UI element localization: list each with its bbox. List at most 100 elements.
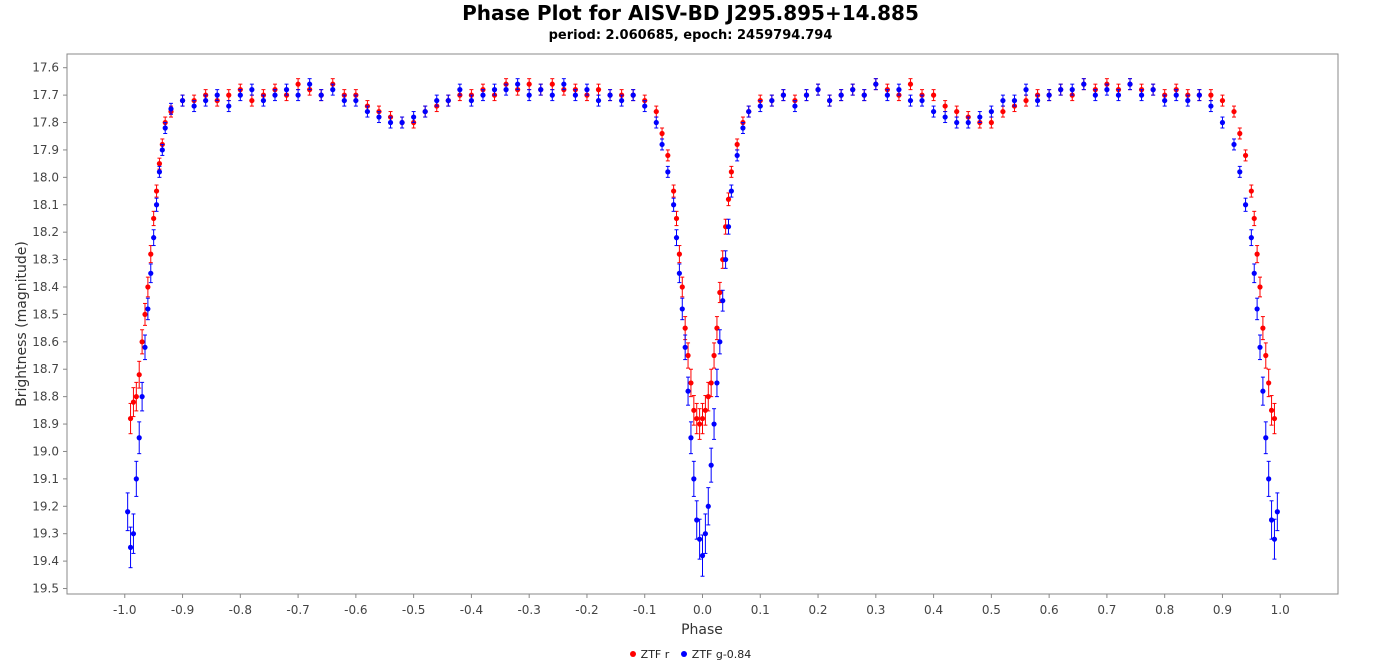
y-tick-label: 18.3	[32, 253, 59, 267]
data-point	[127, 544, 134, 551]
data-point	[746, 108, 752, 115]
y-tick-label: 19.5	[32, 582, 59, 596]
data-point	[133, 476, 139, 482]
data-point	[249, 97, 255, 104]
data-point	[1023, 87, 1029, 93]
data-point	[728, 188, 734, 194]
data-point	[705, 394, 711, 400]
x-tick-label: 1.0	[1271, 603, 1290, 617]
x-tick-label: 0.5	[982, 603, 1001, 617]
x-tick-label: 0.6	[1040, 603, 1059, 617]
data-point	[148, 270, 154, 276]
data-point	[630, 92, 636, 98]
data-point	[468, 97, 475, 104]
data-point	[977, 114, 983, 120]
data-point	[708, 462, 714, 468]
x-tick-label: 0.2	[808, 603, 827, 617]
data-point	[549, 81, 555, 87]
data-point	[728, 169, 734, 175]
data-point	[720, 298, 726, 304]
data-point	[673, 235, 680, 241]
y-tick-label: 19.1	[32, 472, 59, 486]
data-point	[145, 284, 151, 290]
data-point	[1242, 202, 1249, 208]
data-point	[130, 531, 137, 537]
data-point	[697, 536, 703, 542]
legend-marker-ztf-r	[629, 651, 636, 657]
x-axis-label: Phase	[681, 622, 723, 638]
y-tick-label: 18.7	[32, 362, 59, 376]
data-point	[145, 306, 151, 312]
data-point	[1257, 344, 1263, 350]
data-point	[1127, 81, 1133, 87]
data-point	[702, 531, 708, 537]
data-point	[125, 509, 131, 515]
y-tick-label: 18.2	[32, 225, 59, 239]
data-point	[364, 108, 371, 115]
data-point	[1263, 435, 1269, 441]
data-point	[1162, 97, 1168, 104]
data-point	[1104, 87, 1110, 93]
data-point	[676, 251, 682, 257]
data-point	[153, 202, 160, 208]
legend-marker-ztf-g	[680, 651, 687, 657]
data-point	[295, 81, 301, 87]
data-point	[226, 92, 232, 98]
data-point	[734, 152, 740, 159]
data-point	[1266, 476, 1272, 482]
series-layer	[125, 78, 1280, 577]
y-tick-label: 17.8	[32, 116, 59, 130]
data-point	[884, 92, 890, 98]
x-tick-label: 0.8	[1155, 603, 1174, 617]
data-point	[142, 311, 148, 318]
data-point	[792, 103, 798, 109]
data-point	[1231, 108, 1237, 115]
data-point	[1000, 97, 1006, 104]
y-tick-label: 17.6	[32, 61, 59, 75]
x-tick-label: 0.7	[1097, 603, 1116, 617]
data-point	[1266, 380, 1272, 386]
data-point	[1242, 152, 1249, 159]
y-tick-label: 19.4	[32, 554, 59, 568]
data-point	[1260, 388, 1266, 394]
data-point	[156, 161, 163, 167]
data-point	[659, 141, 665, 148]
data-point	[688, 435, 694, 441]
data-point	[1251, 270, 1257, 276]
data-point	[538, 87, 544, 93]
x-tick-label: -0.6	[344, 603, 367, 617]
data-point	[671, 188, 677, 194]
data-point	[1092, 92, 1098, 98]
x-tick-label: 0.9	[1213, 603, 1232, 617]
y-tick-label: 17.9	[32, 143, 59, 157]
data-point	[665, 152, 671, 159]
data-point	[1268, 407, 1275, 413]
data-point	[930, 92, 937, 98]
data-point	[139, 394, 145, 400]
data-point	[988, 119, 994, 126]
data-point	[653, 108, 659, 115]
data-point	[803, 92, 810, 98]
y-tick-label: 19.2	[32, 499, 59, 513]
y-tick-label: 18.9	[32, 417, 59, 431]
data-point	[249, 87, 255, 93]
data-point	[671, 202, 677, 208]
data-point	[769, 97, 775, 104]
data-point	[491, 87, 498, 93]
data-point	[694, 517, 700, 523]
data-point	[151, 215, 157, 222]
data-point	[1248, 235, 1254, 241]
data-point	[1237, 169, 1243, 175]
data-point	[685, 388, 691, 394]
series-ztf-g	[125, 78, 1280, 577]
legend-item-ztf-r: ZTF r	[629, 648, 669, 661]
x-tick-label: -0.8	[229, 603, 252, 617]
plot-area	[66, 53, 1339, 595]
y-axis-label: Brightness (magnitude)	[14, 241, 30, 407]
legend-item-ztf-g: ZTF g-0.84	[680, 648, 751, 661]
x-tick-label: -0.9	[171, 603, 194, 617]
data-point	[734, 141, 740, 148]
y-tick-label: 18.8	[32, 390, 59, 404]
data-point	[214, 92, 220, 98]
